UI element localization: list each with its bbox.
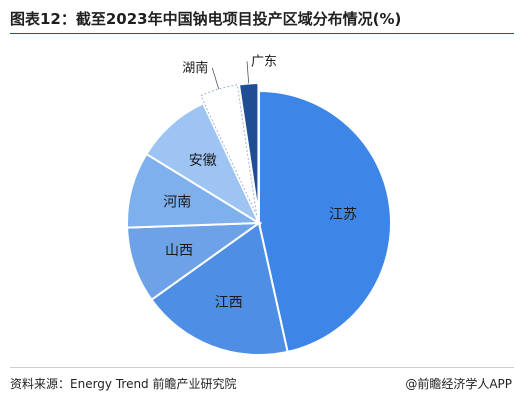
pie-slice-0	[258, 89, 392, 354]
slice-label-3: 河南	[163, 195, 191, 211]
pie-slice-4	[145, 102, 262, 226]
slice-label-2: 山西	[165, 243, 193, 259]
pie-slice-2	[126, 221, 263, 302]
slice-label-1: 江西	[215, 295, 243, 311]
leader-line-5	[211, 67, 220, 90]
footer-divider	[10, 367, 514, 368]
chart-title: 图表12：截至2023年中国钠电项目投产区域分布情况(%)	[10, 10, 402, 28]
pie-slice-1	[150, 221, 289, 356]
slice-label-6: 广东	[251, 54, 277, 69]
credit-note: @前瞻经济学人APP	[405, 377, 512, 391]
slice-label-5: 湖南	[182, 60, 208, 76]
title-divider	[10, 33, 514, 34]
pie-slice-5	[200, 84, 258, 216]
pie-slice-3	[126, 152, 263, 229]
leader-line-6	[246, 61, 250, 84]
source-note: 资料来源：Energy Trend 前瞻产业研究院	[10, 377, 237, 391]
slice-label-0: 江苏	[329, 207, 357, 223]
pie-slices	[126, 82, 392, 356]
slice-label-4: 安徽	[189, 153, 217, 169]
